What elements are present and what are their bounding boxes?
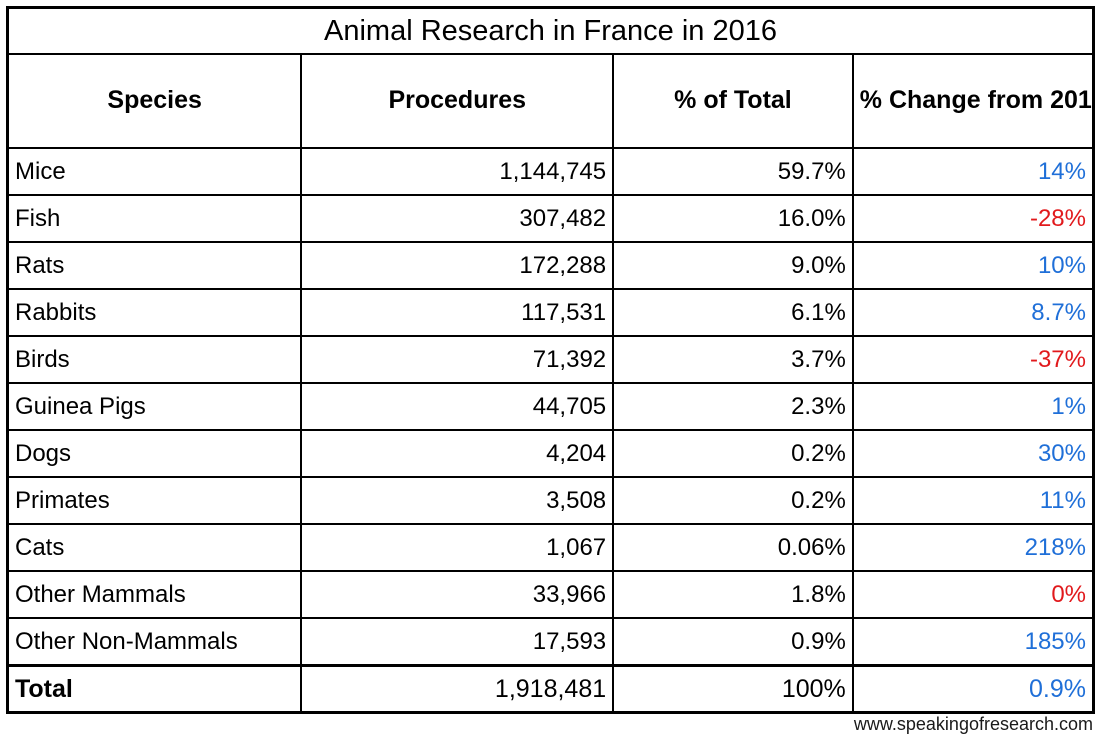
procedures-cell: 4,204 (300, 429, 615, 478)
species-cell: Birds (6, 335, 303, 384)
total-procedures-cell: 1,918,481 (300, 664, 615, 714)
total-pct-total-cell: 100% (612, 664, 854, 714)
procedures-cell: 3,508 (300, 476, 615, 525)
pct-total-cell: 0.2% (612, 476, 854, 525)
pct-total-cell: 0.2% (612, 429, 854, 478)
species-cell: Dogs (6, 429, 303, 478)
species-cell: Fish (6, 194, 303, 243)
species-cell: Rats (6, 241, 303, 290)
species-cell: Cats (6, 523, 303, 572)
table-title: Animal Research in France in 2016 (6, 6, 1095, 55)
total-row: Total 1,918,481 100% 0.9% (6, 664, 1095, 714)
table-body: Mice 1,144,745 59.7% 14% Fish 307,482 16… (6, 147, 1095, 714)
pct-total-cell: 0.06% (612, 523, 854, 572)
table-row: Cats 1,067 0.06% 218% (6, 523, 1095, 572)
species-cell: Other Non-Mammals (6, 617, 303, 667)
table-row: Guinea Pigs 44,705 2.3% 1% (6, 382, 1095, 431)
pct-total-cell: 6.1% (612, 288, 854, 337)
species-cell: Other Mammals (6, 570, 303, 619)
pct-change-cell: -37% (851, 335, 1095, 384)
table-row: Mice 1,144,745 59.7% 14% (6, 147, 1095, 196)
header-row: Species Procedures % of Total % Change f… (6, 53, 1095, 149)
pct-change-cell: 10% (851, 241, 1095, 290)
total-label-cell: Total (6, 664, 303, 714)
table-row: Birds 71,392 3.7% -37% (6, 335, 1095, 384)
pct-change-cell: 14% (851, 147, 1095, 196)
species-cell: Rabbits (6, 288, 303, 337)
pct-change-cell: 8.7% (851, 288, 1095, 337)
table-row: Rats 172,288 9.0% 10% (6, 241, 1095, 290)
total-pct-change-cell: 0.9% (851, 664, 1095, 714)
pct-total-cell: 0.9% (612, 617, 854, 667)
pct-change-cell: 1% (851, 382, 1095, 431)
pct-change-cell: 11% (851, 476, 1095, 525)
pct-change-cell: 185% (851, 617, 1095, 667)
table-row: Rabbits 117,531 6.1% 8.7% (6, 288, 1095, 337)
table-row: Dogs 4,204 0.2% 30% (6, 429, 1095, 478)
species-cell: Mice (6, 147, 303, 196)
pct-change-cell: 30% (851, 429, 1095, 478)
column-header-pct-total: % of Total (612, 53, 854, 149)
pct-total-cell: 3.7% (612, 335, 854, 384)
animal-research-table: Animal Research in France in 2016 Specie… (6, 6, 1095, 714)
procedures-cell: 33,966 (300, 570, 615, 619)
species-cell: Guinea Pigs (6, 382, 303, 431)
procedures-cell: 71,392 (300, 335, 615, 384)
table-row: Fish 307,482 16.0% -28% (6, 194, 1095, 243)
procedures-cell: 1,144,745 (300, 147, 615, 196)
column-header-procedures: Procedures (300, 53, 615, 149)
pct-total-cell: 2.3% (612, 382, 854, 431)
procedures-cell: 44,705 (300, 382, 615, 431)
pct-total-cell: 16.0% (612, 194, 854, 243)
column-header-pct-change: % Change from 2015 (851, 53, 1095, 149)
source-url: www.speakingofresearch.com (853, 714, 1093, 734)
procedures-cell: 172,288 (300, 241, 615, 290)
pct-change-cell: 218% (851, 523, 1095, 572)
procedures-cell: 17,593 (300, 617, 615, 667)
procedures-cell: 1,067 (300, 523, 615, 572)
title-row: Animal Research in France in 2016 (6, 6, 1095, 55)
column-header-species: Species (6, 53, 303, 149)
procedures-cell: 117,531 (300, 288, 615, 337)
pct-change-cell: 0% (851, 570, 1095, 619)
procedures-cell: 307,482 (300, 194, 615, 243)
pct-total-cell: 1.8% (612, 570, 854, 619)
species-cell: Primates (6, 476, 303, 525)
table-row: Other Non-Mammals 17,593 0.9% 185% (6, 617, 1095, 667)
pct-total-cell: 9.0% (612, 241, 854, 290)
pct-change-cell: -28% (851, 194, 1095, 243)
table-row: Other Mammals 33,966 1.8% 0% (6, 570, 1095, 619)
pct-total-cell: 59.7% (612, 147, 854, 196)
table-row: Primates 3,508 0.2% 11% (6, 476, 1095, 525)
